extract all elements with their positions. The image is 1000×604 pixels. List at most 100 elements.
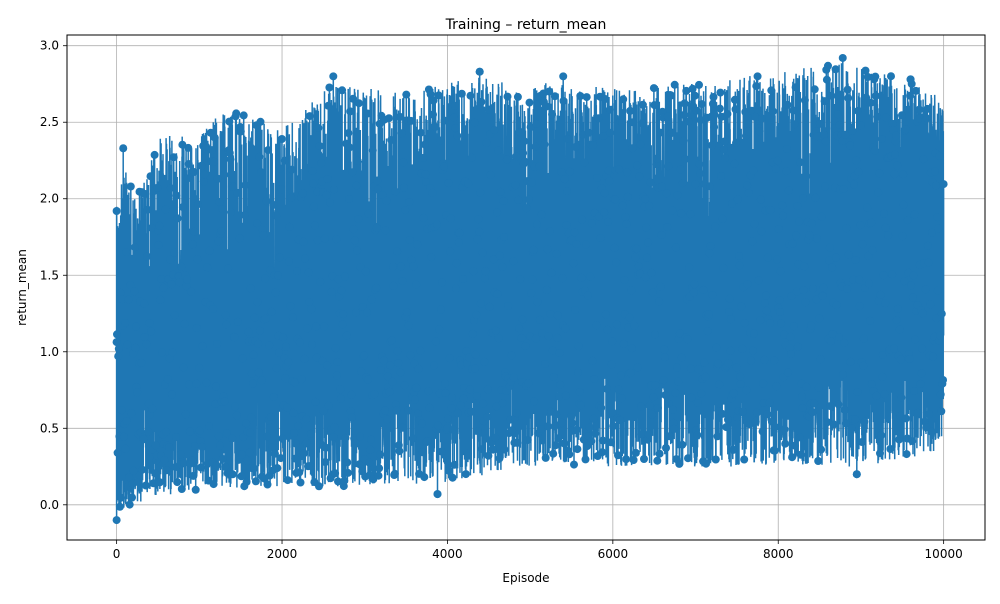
data-point [395,447,404,456]
data-point [551,441,560,450]
data-point [576,401,585,410]
data-point [668,206,677,215]
data-point [640,455,648,463]
data-point [577,273,586,282]
data-point [493,289,502,298]
data-point [910,210,919,219]
data-point [308,340,316,349]
data-point [447,404,456,413]
data-point [137,358,146,367]
data-point [771,164,780,173]
data-point [409,262,418,271]
data-point [774,225,783,233]
data-point [891,137,900,146]
data-point [520,137,529,146]
data-point [910,387,918,395]
data-point [172,191,181,200]
data-point [145,319,154,327]
data-point [484,105,493,114]
data-point [465,353,474,362]
data-point [588,356,597,365]
data-point [652,154,661,163]
data-point [724,359,733,368]
data-point [173,478,182,487]
data-point [519,149,528,158]
data-point [878,372,887,381]
data-point [476,188,485,197]
data-point [273,271,282,280]
data-point [861,66,870,75]
data-point [449,113,458,122]
data-point [315,142,324,150]
data-point [193,255,202,264]
data-point [445,466,454,475]
data-point [795,433,804,442]
data-point [119,144,128,153]
data-point [547,268,556,277]
data-point [622,455,631,464]
data-point [731,105,740,114]
data-point [213,174,222,183]
data-point [392,406,401,415]
data-point [378,191,387,199]
data-point [232,109,241,118]
data-point [238,354,247,363]
data-point [657,230,666,239]
data-point [740,319,749,328]
data-point [396,112,404,121]
data-point [158,348,167,357]
data-point [620,276,629,284]
data-point [906,91,915,100]
data-point [474,215,483,224]
data-point [586,272,595,281]
data-point [383,372,392,381]
data-point [412,280,421,289]
data-point [527,178,536,187]
data-point [656,282,665,291]
data-point [680,99,689,108]
data-point [466,91,475,100]
data-point [323,361,332,370]
data-point [149,479,158,488]
data-point [516,128,525,137]
data-point [914,114,923,123]
data-point [495,454,504,463]
data-point [211,382,220,391]
data-point [450,460,459,469]
data-point [705,249,714,258]
data-point [866,316,875,325]
data-point [899,170,908,179]
data-point [743,280,752,289]
data-point [141,481,150,490]
data-point [726,315,735,324]
data-point [644,238,653,247]
data-point [673,363,681,372]
data-point [114,352,123,361]
data-point [638,100,647,109]
data-point [604,217,613,226]
data-point [435,389,444,398]
data-point [671,388,680,397]
data-point [305,112,314,121]
data-point [833,110,842,119]
data-point [713,432,722,441]
data-point [412,383,421,392]
data-point [230,333,239,342]
data-point [743,181,752,190]
data-point [933,286,942,295]
data-point [402,90,411,99]
data-point [599,132,608,140]
data-point [294,421,303,430]
series-markers [112,53,948,525]
data-point [389,262,397,271]
data-point [265,341,274,350]
data-point [637,402,646,411]
data-point [117,406,126,415]
data-point [414,364,423,373]
data-point [778,201,787,210]
data-point [729,445,738,454]
data-point [532,119,541,128]
data-point [247,413,256,422]
data-point [901,125,910,134]
data-point [304,268,313,277]
